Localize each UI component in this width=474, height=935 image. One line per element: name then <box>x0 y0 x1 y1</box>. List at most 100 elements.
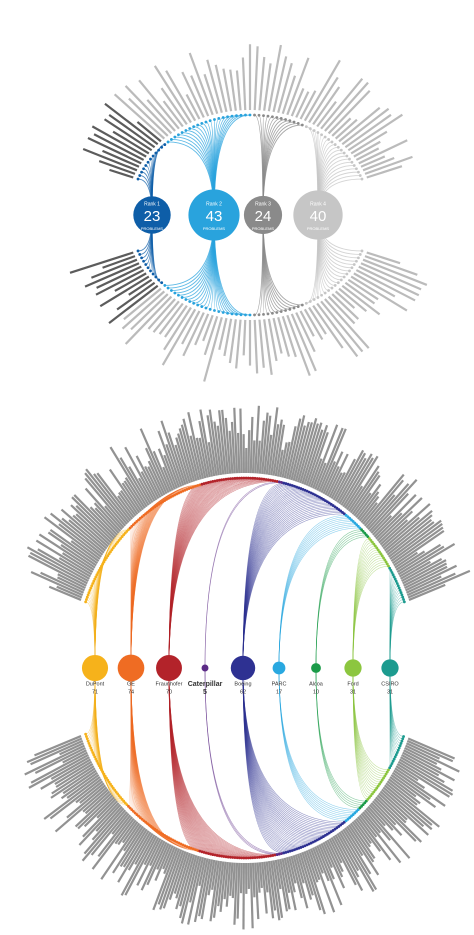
item-dot <box>323 291 327 295</box>
item-dot <box>399 742 403 745</box>
item-label-text <box>49 512 104 556</box>
item-dot <box>221 116 225 119</box>
item-label-text <box>58 557 92 578</box>
item-label-text <box>162 850 185 909</box>
item-dot <box>389 568 393 572</box>
item-label-text <box>307 431 329 487</box>
item-label-text <box>288 856 297 884</box>
item-dot <box>93 755 97 759</box>
item-dot <box>290 849 294 852</box>
item-dot <box>345 272 349 276</box>
item-label-text <box>253 319 259 374</box>
item-dot <box>116 792 119 796</box>
item-dot <box>336 281 340 285</box>
item-label-text <box>370 492 409 534</box>
item-dot <box>312 129 316 132</box>
node-unit: PROBLEMS <box>252 226 275 231</box>
item-dot <box>183 488 187 492</box>
item-label-text <box>57 576 85 592</box>
item-dot <box>339 278 343 282</box>
item-label-text <box>187 412 205 479</box>
item-label-text <box>120 834 156 896</box>
item-dot <box>160 281 164 285</box>
item-dot <box>400 593 404 597</box>
item-label-text <box>90 811 128 856</box>
item-label-text <box>50 767 96 799</box>
item-dot <box>333 284 337 287</box>
item-label-text <box>138 477 154 504</box>
item-label-text <box>143 836 160 866</box>
item-dot <box>379 780 383 784</box>
item-dot <box>103 774 107 778</box>
item-dot <box>157 148 161 152</box>
item-label-text <box>358 139 408 165</box>
item-label-text <box>37 548 90 580</box>
item-dot <box>262 312 265 316</box>
item-dot <box>180 296 184 299</box>
item-dot <box>401 737 405 741</box>
item-label-text <box>398 543 456 578</box>
item-dot <box>348 157 351 161</box>
item-dot <box>394 753 398 757</box>
node-count: 43 <box>206 208 223 225</box>
item-label-text <box>177 433 194 483</box>
item-label-text <box>338 106 381 143</box>
item-dot <box>273 479 277 483</box>
connection-line <box>242 667 345 823</box>
item-label-text <box>89 506 118 536</box>
connection-line <box>130 489 188 669</box>
item-dot <box>357 256 360 260</box>
item-dot <box>218 478 221 482</box>
item-label-text <box>120 489 139 515</box>
item-label-text <box>342 457 374 508</box>
item-label-text <box>84 477 127 527</box>
item-dot <box>275 311 279 314</box>
item-label-text <box>62 769 97 795</box>
item-dot <box>217 117 221 120</box>
item-dot <box>350 160 354 164</box>
item-label-text <box>34 735 82 757</box>
node-circle <box>344 659 362 677</box>
item-label-text <box>277 316 291 357</box>
item-label-text <box>405 744 460 773</box>
node-unit: PROBLEMS <box>141 226 164 231</box>
item-label-text <box>358 265 420 297</box>
item-label-text <box>320 461 336 494</box>
item-label-text <box>363 479 404 527</box>
item-dot <box>258 477 261 481</box>
item-label-text <box>330 836 357 886</box>
item-label-text <box>160 420 185 486</box>
item-label-text <box>128 97 169 137</box>
item-label-text <box>318 428 347 492</box>
item-dot <box>202 482 206 485</box>
item-label-text <box>292 421 310 481</box>
item-dot <box>244 856 248 860</box>
node-circle <box>201 664 209 672</box>
item-label-text <box>299 310 315 337</box>
item-dot <box>91 751 95 754</box>
item-dot <box>98 766 102 770</box>
node-rank: Rank 2 <box>206 201 222 207</box>
connection-line <box>130 667 188 847</box>
item-label-text <box>193 858 209 923</box>
item-label-text <box>286 57 310 116</box>
item-label-text <box>373 798 417 842</box>
item-label-text <box>263 861 269 893</box>
item-label-text <box>189 856 202 903</box>
item-dot <box>352 263 356 266</box>
item-label-text <box>121 290 166 330</box>
item-dot <box>258 855 261 859</box>
connection-line <box>168 481 278 669</box>
company-count: 74 <box>128 689 134 695</box>
company-name: Fraunhofer <box>156 681 183 687</box>
item-label-text <box>73 494 117 538</box>
item-label-text <box>305 850 319 883</box>
item-label-text <box>312 847 324 874</box>
connection-line <box>204 667 282 854</box>
company-name: DuPont <box>86 681 105 687</box>
item-label-text <box>344 827 364 857</box>
item-dot <box>144 164 148 167</box>
item-label-text <box>54 786 108 833</box>
item-dot <box>163 143 167 146</box>
item-label-text <box>326 839 344 873</box>
